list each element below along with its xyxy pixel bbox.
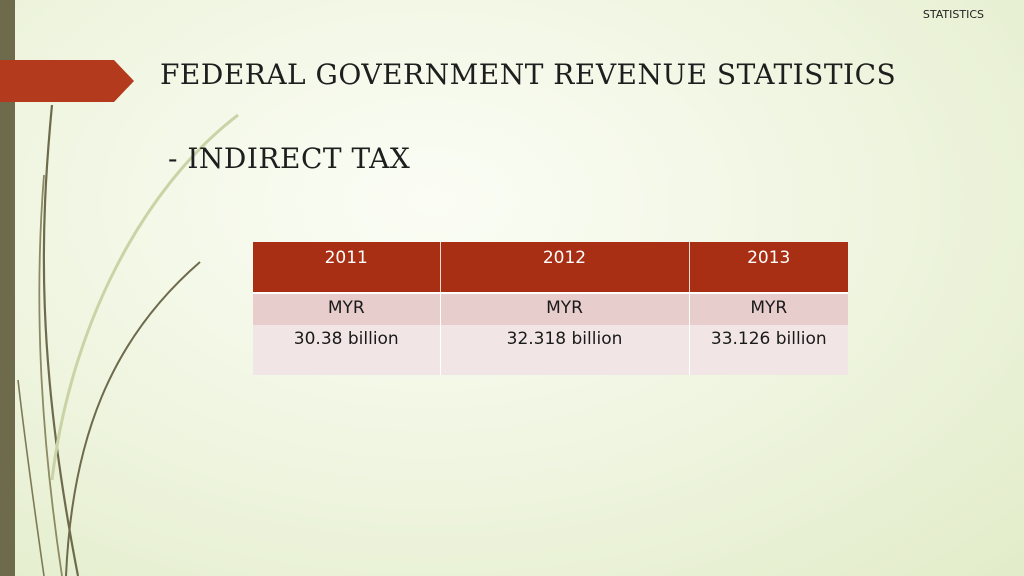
revenue-table: 2011 2012 2013 MYR MYR MYR 30.38 billion… bbox=[253, 242, 848, 375]
value-cell-2013: 33.126 billion bbox=[689, 325, 848, 375]
column-header-2012: 2012 bbox=[440, 242, 690, 294]
unit-cell-2012: MYR bbox=[440, 293, 690, 325]
unit-cell-2013: MYR bbox=[689, 293, 848, 325]
unit-cell-2011: MYR bbox=[253, 293, 441, 325]
value-cell-2012: 32.318 billion bbox=[440, 325, 690, 375]
grass-decoration bbox=[17, 104, 239, 576]
table-header-row: 2011 2012 2013 bbox=[253, 242, 848, 294]
left-accent-bar bbox=[0, 0, 15, 576]
value-cell-2011: 30.38 billion bbox=[253, 325, 441, 375]
corner-label: STATISTICS bbox=[922, 8, 984, 21]
title-arrow-marker bbox=[0, 60, 134, 102]
table-row-values: 30.38 billion 32.318 billion 33.126 bill… bbox=[253, 325, 848, 375]
column-header-2011: 2011 bbox=[253, 242, 441, 294]
slide-subtitle: - INDIRECT TAX bbox=[168, 142, 411, 175]
table-row-unit: MYR MYR MYR bbox=[253, 293, 848, 325]
slide-title: FEDERAL GOVERNMENT REVENUE STATISTICS bbox=[160, 58, 897, 91]
column-header-2013: 2013 bbox=[689, 242, 848, 294]
